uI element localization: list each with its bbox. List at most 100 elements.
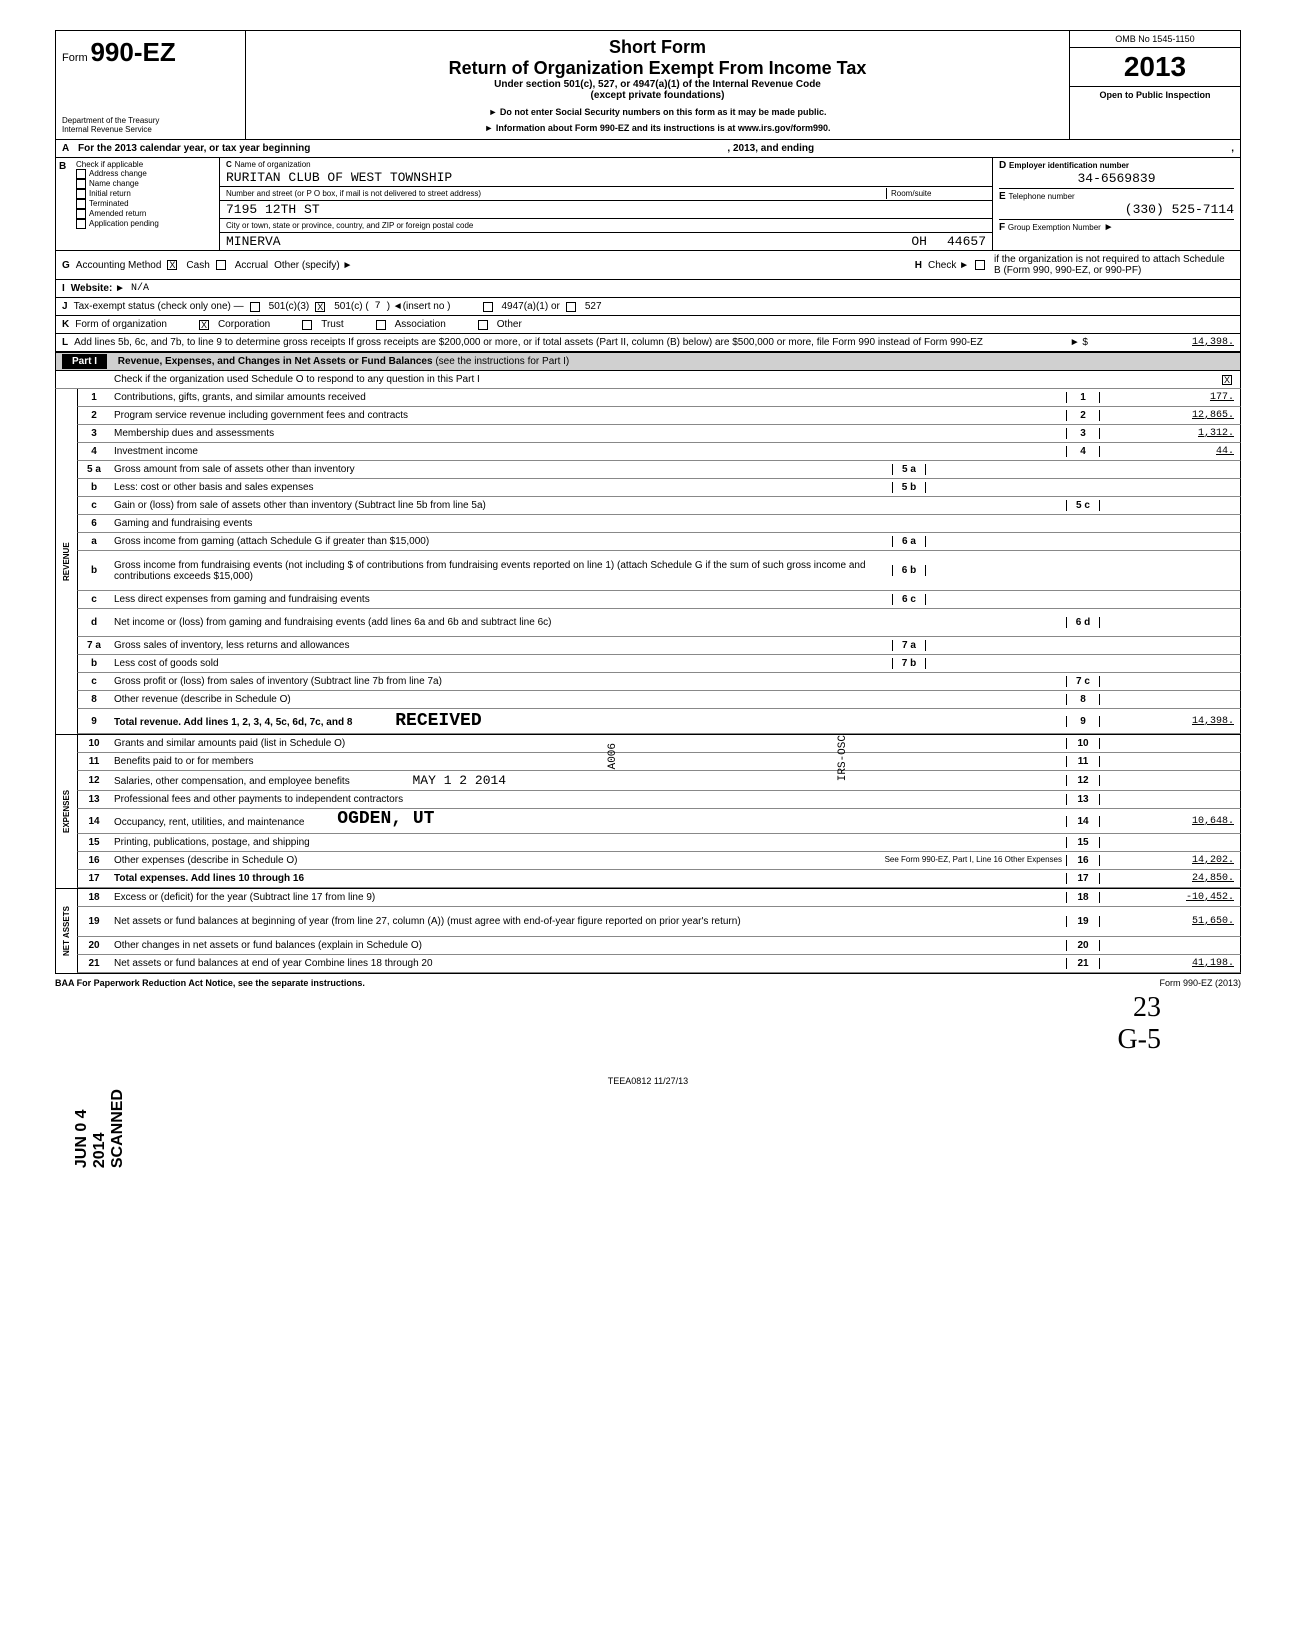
city: MINERVA (226, 234, 281, 249)
cb-accrual[interactable] (216, 260, 226, 270)
line-14: 14Occupancy, rent, utilities, and mainte… (77, 809, 1241, 834)
line-20: 20Other changes in net assets or fund ba… (77, 937, 1241, 955)
cb-h[interactable] (975, 260, 985, 270)
website: N/A (131, 283, 149, 294)
expenses-label: EXPENSES (55, 735, 77, 888)
line-2: 2Program service revenue including gover… (77, 407, 1241, 425)
line-10: 10Grants and similar amounts paid (list … (77, 735, 1241, 753)
line-1: 1Contributions, gifts, grants, and simil… (77, 389, 1241, 407)
line-6a: aGross income from gaming (attach Schedu… (77, 533, 1241, 551)
line-4: 4Investment income444. (77, 443, 1241, 461)
line-e-label: E (999, 191, 1006, 202)
check-column: Check if applicable Address change Name … (72, 158, 220, 250)
line-6d: dNet income or (loss) from gaming and fu… (77, 609, 1241, 637)
form-prefix: Form (62, 52, 88, 64)
line-21: 21Net assets or fund balances at end of … (77, 955, 1241, 973)
line-f-arrow: ► (1104, 222, 1114, 233)
line-e-header: Telephone number (1008, 192, 1074, 201)
line-a: A For the 2013 calendar year, or tax yea… (55, 140, 1241, 158)
line-15: 15Printing, publications, postage, and s… (77, 834, 1241, 852)
street-label: Number and street (or P O box, if mail i… (226, 189, 481, 198)
line-d-label: D (999, 160, 1006, 171)
zip: 44657 (947, 234, 986, 249)
revenue-label: REVENUE (55, 389, 77, 734)
line-b-label: B (56, 158, 72, 250)
cb-term[interactable] (76, 199, 86, 209)
footer: BAA For Paperwork Reduction Act Notice, … (55, 974, 1241, 992)
part1-sub: (see the instructions for Part I) (435, 356, 569, 367)
date-stamp-vert: JUN 0 4 2014 SCANNED (73, 1089, 127, 1168)
city-label: City or town, state or province, country… (226, 221, 473, 230)
state: OH (911, 234, 927, 249)
line-16: 16Other expenses (describe in Schedule O… (77, 852, 1241, 870)
line-h-label: H (915, 260, 922, 271)
line-6: 6Gaming and fundraising events (77, 515, 1241, 533)
line-6b: bGross income from fundraising events (n… (77, 551, 1241, 591)
cb-schedule-o[interactable]: X (1222, 375, 1232, 385)
tax-year: 2013 (1070, 48, 1240, 87)
line-13: 13Professional fees and other payments t… (77, 791, 1241, 809)
line-5b: bLess: cost or other basis and sales exp… (77, 479, 1241, 497)
cb-amend[interactable] (76, 209, 86, 219)
line-j-label: J (62, 301, 68, 312)
line-g-h: G Accounting Method XCash Accrual Other … (55, 251, 1241, 280)
cb-4947[interactable] (483, 302, 493, 312)
line-7a: 7 aGross sales of inventory, less return… (77, 637, 1241, 655)
cb-527[interactable] (566, 302, 576, 312)
street: 7195 12TH ST (226, 202, 320, 217)
line-l-label: L (62, 337, 68, 348)
cb-name[interactable] (76, 179, 86, 189)
a006-stamp: A006 (607, 743, 619, 769)
title-note1: ► Do not enter Social Security numbers o… (254, 107, 1061, 117)
line-6c: cLess direct expenses from gaming and fu… (77, 591, 1241, 609)
open-public: Open to Public Inspection (1070, 87, 1240, 103)
cb-trust[interactable] (302, 320, 312, 330)
meta-box: OMB No 1545-1150 2013 Open to Public Ins… (1070, 31, 1240, 139)
title-main: Return of Organization Exempt From Incom… (254, 58, 1061, 79)
part1-title: Revenue, Expenses, and Changes in Net As… (118, 356, 433, 367)
line-i-label: I (62, 283, 65, 294)
cb-501c[interactable]: X (315, 302, 325, 312)
cb-initial[interactable] (76, 189, 86, 199)
irs-osc-stamp: IRS-OSC (837, 735, 849, 781)
line-f-header: Group Exemption Number (1008, 223, 1101, 232)
line-k: K Form of organization XCorporation Trus… (55, 316, 1241, 334)
line-a-text3: , (1231, 143, 1234, 154)
title-box: Short Form Return of Organization Exempt… (246, 31, 1070, 139)
line-5a: 5 aGross amount from sale of assets othe… (77, 461, 1241, 479)
line-7c: cGross profit or (loss) from sales of in… (77, 673, 1241, 691)
line-a-text1: For the 2013 calendar year, or tax year … (78, 143, 310, 154)
cb-addr[interactable] (76, 169, 86, 179)
line-5c: cGain or (loss) from sale of assets othe… (77, 497, 1241, 515)
ein: 34-6569839 (999, 171, 1234, 186)
cb-corp[interactable]: X (199, 320, 209, 330)
line-12: 12Salaries, other compensation, and empl… (77, 771, 1241, 791)
line-a-label: A (62, 143, 78, 154)
line-g-label: G (62, 260, 70, 271)
title-short: Short Form (254, 37, 1061, 58)
omb-number: OMB No 1545-1150 (1070, 31, 1240, 48)
title-sub1: Under section 501(c), 527, or 4947(a)(1)… (254, 79, 1061, 90)
cb-assoc[interactable] (376, 320, 386, 330)
form-number: 990-EZ (90, 37, 175, 67)
line-f-label: F (999, 222, 1005, 233)
cb-501c3[interactable] (250, 302, 260, 312)
dept-line2: Internal Revenue Service (62, 126, 239, 135)
line-a-text2: , 2013, and ending (727, 143, 814, 154)
footer-mid: TEEA0812 11/27/13 (55, 1076, 1241, 1086)
line-8: 8Other revenue (describe in Schedule O)8 (77, 691, 1241, 709)
id-column: D Employer identification number 34-6569… (992, 158, 1240, 250)
cb-app[interactable] (76, 219, 86, 229)
cb-other-org[interactable] (478, 320, 488, 330)
line-7b: bLess cost of goods sold7 b (77, 655, 1241, 673)
line-17: 17Total expenses. Add lines 10 through 1… (77, 870, 1241, 888)
line-l: L Add lines 5b, 6c, and 7b, to line 9 to… (55, 334, 1241, 352)
room-label: Room/suite (891, 189, 931, 198)
part1-header: Part I Revenue, Expenses, and Changes in… (55, 352, 1241, 371)
lines-b-f: B Check if applicable Address change Nam… (55, 158, 1241, 251)
handwritten-1: 23 (55, 992, 1241, 1024)
line-g-text: Accounting Method (76, 260, 162, 271)
cb-cash[interactable]: X (167, 260, 177, 270)
phone: (330) 525-7114 (999, 202, 1234, 217)
line-d-header: Employer identification number (1009, 161, 1129, 170)
